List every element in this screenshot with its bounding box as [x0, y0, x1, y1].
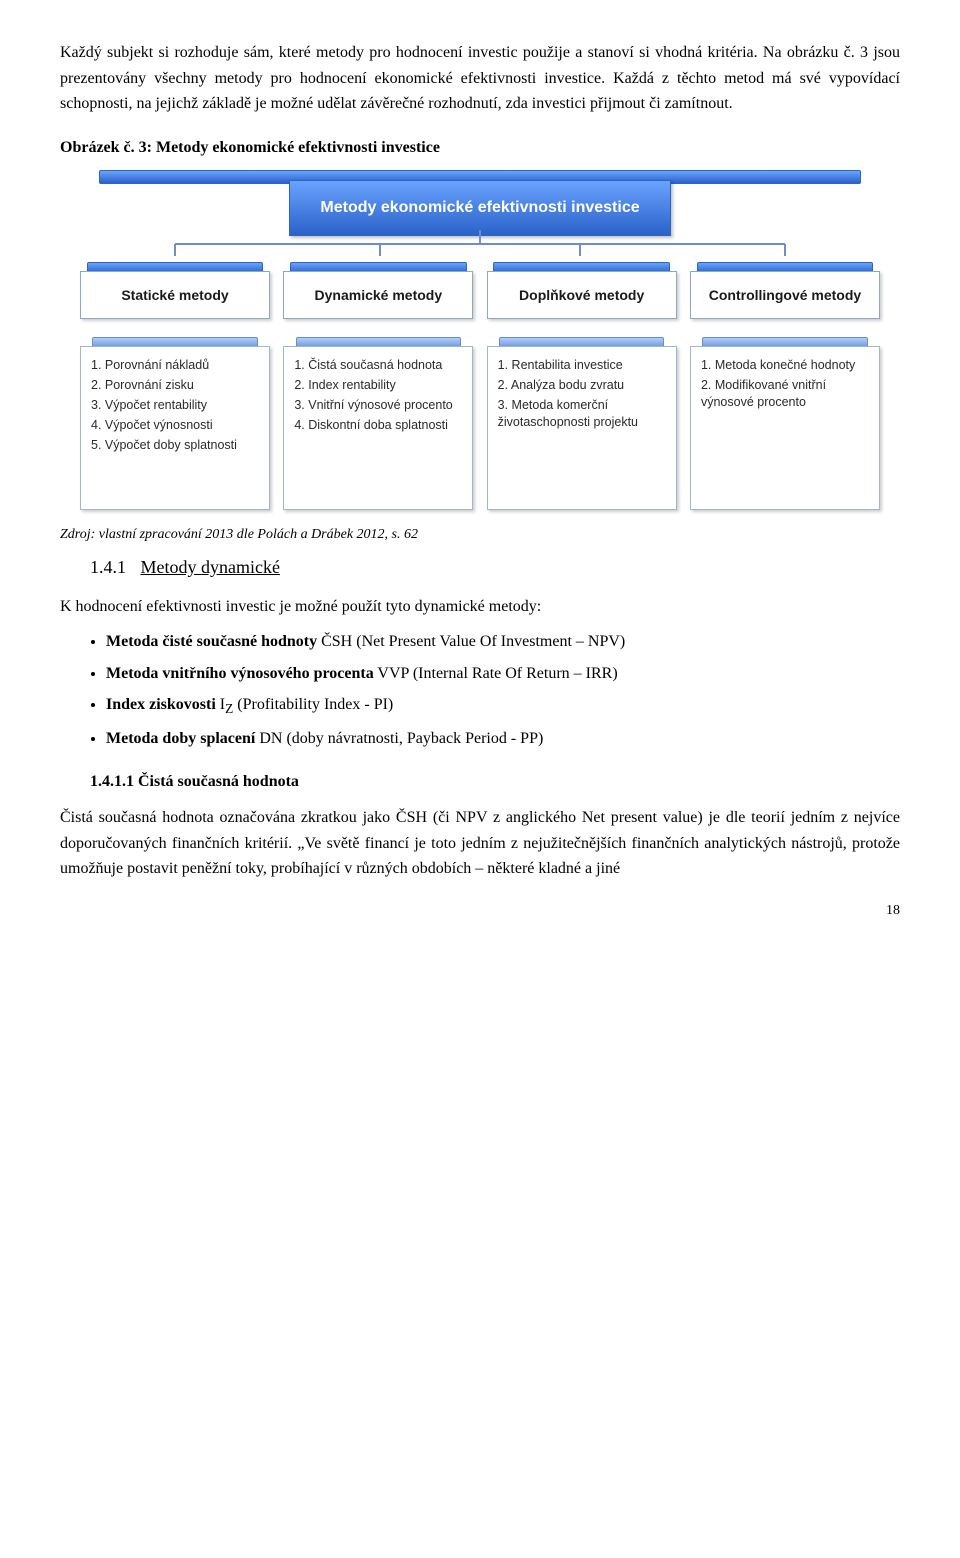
figure-source: Zdroj: vlastní zpracování 2013 dle Polác…: [60, 524, 900, 546]
diagram-columns: Statické metody 1. Porovnání nákladů 2. …: [80, 262, 880, 510]
col-head-label: Doplňkové metody: [487, 271, 677, 319]
method-name: Metoda vnitřního výnosového procenta: [106, 665, 374, 682]
section-number: 1.4.1: [90, 557, 126, 577]
list-item: 3. Metoda komerční životaschopnosti proj…: [498, 397, 668, 431]
col-head-label: Statické metody: [80, 271, 270, 319]
list-item: 3. Vnitřní výnosové procento: [294, 397, 464, 414]
methods-intro: K hodnocení efektivnosti investic je mož…: [60, 594, 900, 620]
col-list: 1. Čistá současná hodnota 2. Index renta…: [283, 346, 473, 510]
method-rest: DN (doby návratnosti, Payback Period - P…: [255, 730, 543, 747]
list-item: 5. Výpočet doby splatnosti: [91, 437, 261, 454]
paragraph-intro: Každý subjekt si rozhoduje sám, které me…: [60, 40, 900, 117]
diagram-title: Metody ekonomické efektivnosti investice: [289, 180, 671, 236]
list-item: 1. Rentabilita investice: [498, 357, 668, 374]
list-item: 1. Čistá současná hodnota: [294, 357, 464, 374]
col-list: 1. Porovnání nákladů 2. Porovnání zisku …: [80, 346, 270, 510]
method-name: Metoda doby splacení: [106, 730, 255, 747]
methods-bullet-list: Metoda čisté současné hodnoty ČSH (Net P…: [60, 629, 900, 751]
list-item: 2. Analýza bodu zvratu: [498, 377, 668, 394]
list-item: 4. Diskontní doba splatnosti: [294, 417, 464, 434]
list-item: 3. Výpočet rentability: [91, 397, 261, 414]
subsection-heading: 1.4.1.1 Čistá současná hodnota: [90, 769, 900, 795]
paragraph-npv: Čistá současná hodnota označována zkratk…: [60, 805, 900, 882]
method-name: Index ziskovosti: [106, 696, 216, 713]
method-name: Metoda čisté současné hodnoty: [106, 633, 317, 650]
list-item: 1. Metoda konečné hodnoty: [701, 357, 871, 374]
list-item: 2. Porovnání zisku: [91, 377, 261, 394]
section-heading: 1.4.1 Metody dynamické: [90, 553, 900, 582]
list-item: Metoda vnitřního výnosového procenta VVP…: [106, 661, 900, 687]
figure-caption: Obrázek č. 3: Metody ekonomické efektivn…: [60, 135, 900, 161]
list-item: 1. Porovnání nákladů: [91, 357, 261, 374]
col-list: 1. Metoda konečné hodnoty 2. Modifikovan…: [690, 346, 880, 510]
col-list: 1. Rentabilita investice 2. Analýza bodu…: [487, 346, 677, 510]
diagram-col-controlling: Controllingové metody 1. Metoda konečné …: [690, 262, 880, 510]
col-head-label: Controllingové metody: [690, 271, 880, 319]
list-item: Metoda doby splacení DN (doby návratnost…: [106, 726, 900, 752]
methods-diagram: Metody ekonomické efektivnosti investice…: [80, 170, 880, 510]
diagram-col-static: Statické metody 1. Porovnání nákladů 2. …: [80, 262, 270, 510]
section-title: Metody dynamické: [141, 557, 280, 577]
method-rest2: (Profitability Index - PI): [233, 696, 393, 713]
method-rest: ČSH (Net Present Value Of Investment – N…: [317, 633, 625, 650]
diagram-col-dynamic: Dynamické metody 1. Čistá současná hodno…: [283, 262, 473, 510]
list-item: 2. Index rentability: [294, 377, 464, 394]
col-head-label: Dynamické metody: [283, 271, 473, 319]
list-item: 2. Modifikované vnitřní výnosové procent…: [701, 377, 871, 411]
list-item: 4. Výpočet výnosnosti: [91, 417, 261, 434]
page-number: 18: [60, 900, 900, 922]
method-rest: VVP (Internal Rate Of Return – IRR): [374, 665, 618, 682]
list-item: Index ziskovosti IZ (Profitability Index…: [106, 692, 900, 720]
method-rest: I: [216, 696, 225, 713]
diagram-col-addon: Doplňkové metody 1. Rentabilita investic…: [487, 262, 677, 510]
list-item: Metoda čisté současné hodnoty ČSH (Net P…: [106, 629, 900, 655]
